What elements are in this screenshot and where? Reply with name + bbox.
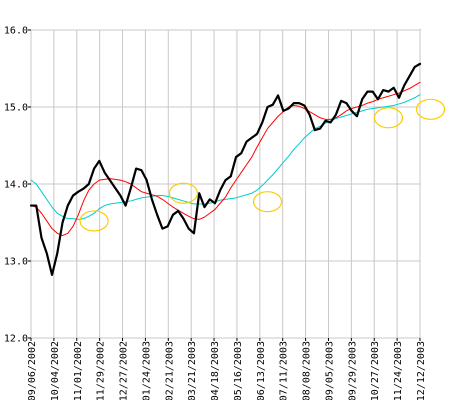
x-tick-label: 04/18/2003: [210, 341, 221, 400]
grid-layer: [30, 29, 421, 339]
x-tick-label: 11/01/2002: [73, 341, 84, 400]
x-tick-label: 11/24/2003: [393, 341, 404, 400]
x-tick-label: 01/24/2003: [141, 341, 152, 400]
y-tick-label: 16.0: [4, 26, 28, 37]
highlight-ellipse: [168, 182, 199, 204]
x-tick-label: 12/12/2003: [416, 341, 427, 400]
x-tick-label: 06/13/2003: [256, 341, 267, 400]
y-tick-label: 12.0: [4, 334, 28, 345]
x-tick-label: 08/08/2003: [302, 341, 313, 400]
y-tick-label: 13.0: [4, 257, 28, 268]
annotation-layer: [79, 98, 446, 232]
series-layer: [29, 62, 422, 276]
x-tick-label: 10/04/2002: [50, 341, 61, 400]
highlight-ellipse: [415, 98, 446, 120]
x-tick-label: 03/21/2003: [187, 341, 198, 400]
x-tick-label: 09/05/2003: [324, 341, 335, 400]
y-tick-label: 15.0: [4, 103, 28, 114]
x-tick-label: 11/29/2002: [96, 341, 107, 400]
series-line-1: [30, 81, 421, 237]
x-tick-label: 02/21/2003: [164, 341, 175, 400]
x-tick-label: 12/27/2002: [119, 341, 130, 400]
x-tick-label: 05/16/2003: [233, 341, 244, 400]
y-tick-label: 14.0: [4, 180, 28, 191]
x-tick-label: 07/11/2003: [279, 341, 290, 400]
axis-layer: 12.0 13.0 14.0 15.0 16.0 09/06/2002 10/04/2002…: [4, 26, 427, 402]
highlight-ellipse: [252, 191, 283, 213]
x-tick-label: 10/27/2003: [370, 341, 381, 400]
highlight-ellipse: [79, 210, 109, 232]
highlight-ellipse: [373, 107, 404, 129]
x-tick-label: 09/29/2003: [347, 341, 358, 400]
series-line-0: [29, 62, 422, 276]
x-tick-label: 09/06/2002: [27, 341, 38, 400]
